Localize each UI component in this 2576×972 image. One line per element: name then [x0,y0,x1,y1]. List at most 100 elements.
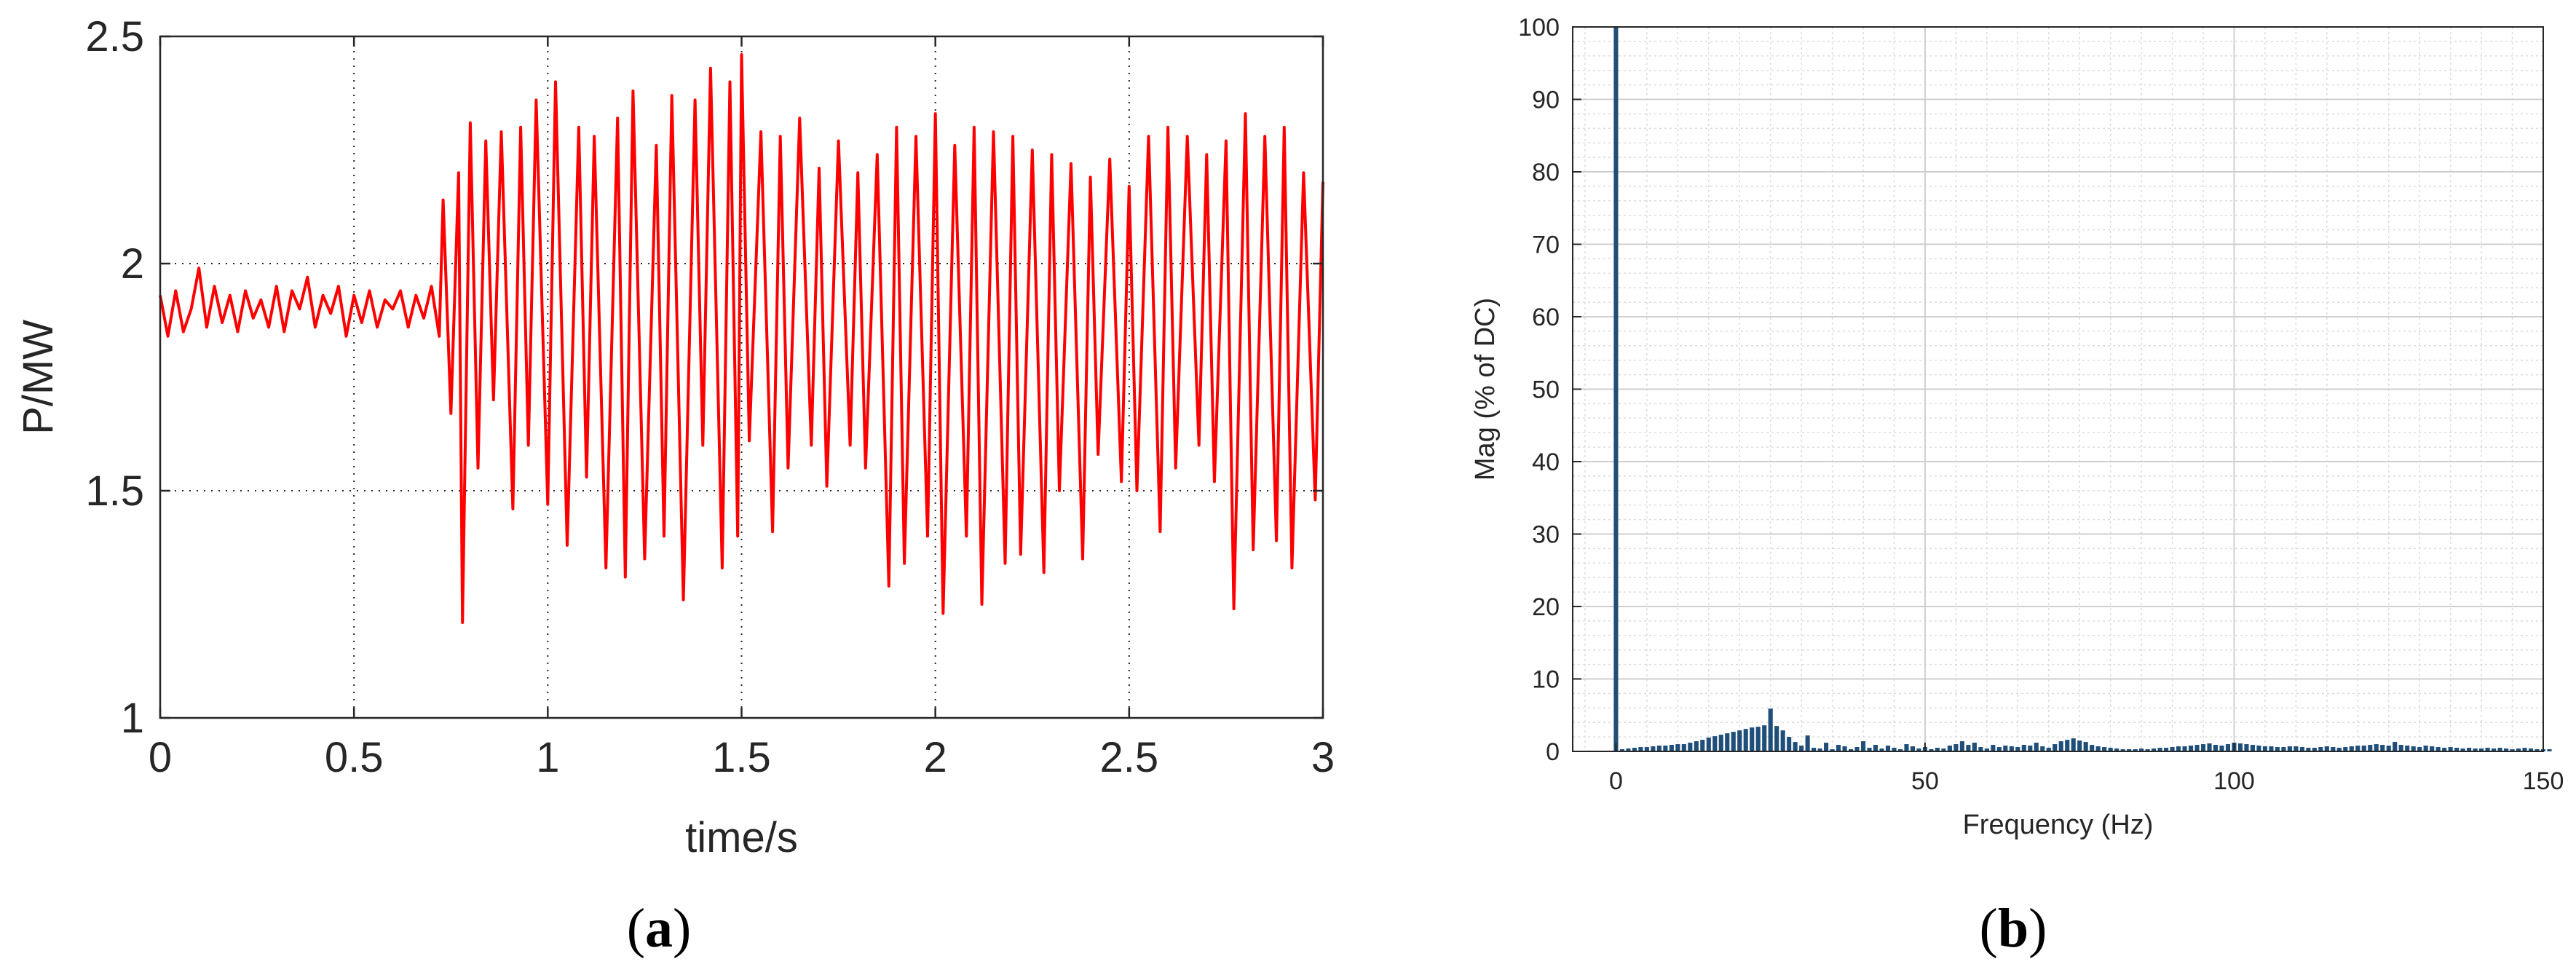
x-tick-label: 1 [536,734,559,781]
x-tick-label: 0 [149,734,172,781]
spectrum-bar [2237,743,2243,751]
spectrum-bar [1737,730,1742,751]
series-line [159,53,1324,624]
spectrum-bar [1743,729,1748,751]
spectrum-bar [1669,745,1674,751]
spectrum-bar [2497,748,2502,751]
spectrum-bar [1824,743,1829,751]
spectrum-bar [2398,745,2403,751]
x-tick-label: 50 [1911,767,1939,795]
spectrum-bar [1725,733,1730,752]
x-tick-label: 2 [924,734,947,781]
spectrum-bar [2467,748,2472,751]
spectrum-bar [2090,745,2095,751]
spectrum-bar [2034,743,2039,751]
spectrum-bar [1916,748,1921,751]
spectrum-bar [1656,746,1662,751]
y-tick-label: 100 [1518,14,1560,42]
spectrum-bar [2435,747,2441,751]
spectrum-bar [1959,741,1964,751]
spectrum-bar [2219,746,2224,751]
spectrum-bar [2164,748,2169,751]
spectrum-bar [2188,746,2194,751]
spectrum-bar [1731,732,1736,751]
y-tick-label: 90 [1532,87,1560,114]
spectrum-bar [2052,744,2058,751]
spectrum-bar [2040,746,2045,751]
x-tick-label: 2.5 [1100,734,1159,781]
spectrum-bar [1854,747,1860,751]
spectrum-bar [2213,745,2219,751]
spectrum-bar [2065,740,2070,751]
spectrum-bar [2225,744,2231,751]
spectrum-bar [1750,727,1755,751]
spectrum-bar [1619,749,1624,751]
spectrum-bar [2417,747,2422,751]
spectrum-bar [1984,748,1989,751]
spectrum-bar [2083,742,2088,751]
spectrum-bar [2139,748,2144,751]
x-tick-label: 1.5 [712,734,771,781]
spectrum-bar [2262,746,2267,751]
y-tick-label: 1.5 [85,467,144,515]
spectrum-bar [1774,726,1779,751]
y-tick-label: 1 [121,695,144,742]
spectrum-bar [2411,746,2416,751]
spectrum-bar [1935,748,1940,751]
spectrum-bar [2009,746,2014,751]
spectrum-bar [1712,736,1718,751]
spectrum-bar [2275,747,2280,751]
spectrum-bar [1966,745,1971,751]
spectrum-bar [1836,745,1841,751]
spectrum-bar [2269,746,2274,751]
spectrum-bar [1897,749,1903,751]
spectrum-bar [1892,748,1897,751]
y-tick-label: 30 [1532,521,1560,549]
spectrum-bar [2108,748,2113,751]
spectrum-bar [2343,747,2348,751]
spectrum-bar [2479,748,2484,751]
spectrum-bar [1910,746,1916,751]
y-tick-label: 70 [1532,232,1560,259]
spectrum-bar [2492,748,2497,751]
spectrum-bar [1626,748,1631,751]
spectrum-bar [1885,746,1891,751]
spectrum-bar [2393,742,2398,751]
spectrum-bar [1879,748,1884,751]
spectrum-bar [2207,743,2212,751]
spectrum-bar [2077,740,2082,751]
spectrum-bar [2127,749,2132,751]
x-axis-label: time/s [685,814,798,861]
spectrum-bar [2058,741,2063,751]
spectrum-bar [2021,745,2026,751]
spectrum-bar [2133,749,2138,751]
spectrum-bar [2318,747,2323,751]
spectrum-bar [1996,747,2002,751]
spectrum-bar [2516,748,2521,751]
y-tick-label: 10 [1532,666,1560,694]
x-tick-label: 0.5 [325,734,384,781]
spectrum-bar [2120,749,2125,751]
spectrum-bar [1817,748,1822,751]
spectrum-bar [1929,749,1934,751]
spectrum-bar [1651,746,1656,751]
spectrum-bar [2015,747,2020,751]
spectrum-bar [2442,748,2447,751]
spectrum-bar [2299,747,2304,751]
spectrum-bar [1700,740,1705,751]
spectrum-bar [1755,727,1761,751]
spectrum-bar [1849,749,1854,751]
spectrum-bar [1904,744,1909,751]
chart-b-frequency-spectrum: 0 50 100 150 0 10 20 30 40 50 60 70 80 90 100 Frequency… [1470,14,2564,840]
spectrum-bar [2306,748,2311,751]
spectrum-bar [1644,747,1649,751]
spectrum-bar [2200,744,2206,751]
spectrum-bar [1762,725,1767,751]
spectrum-bar [1613,27,1619,751]
spectrum-bar [2028,746,2033,751]
spectrum-bar [2485,748,2490,751]
x-tick-label: 3 [1311,734,1335,781]
spectrum-bar [1632,748,1637,751]
spectrum-bar [2152,748,2157,751]
